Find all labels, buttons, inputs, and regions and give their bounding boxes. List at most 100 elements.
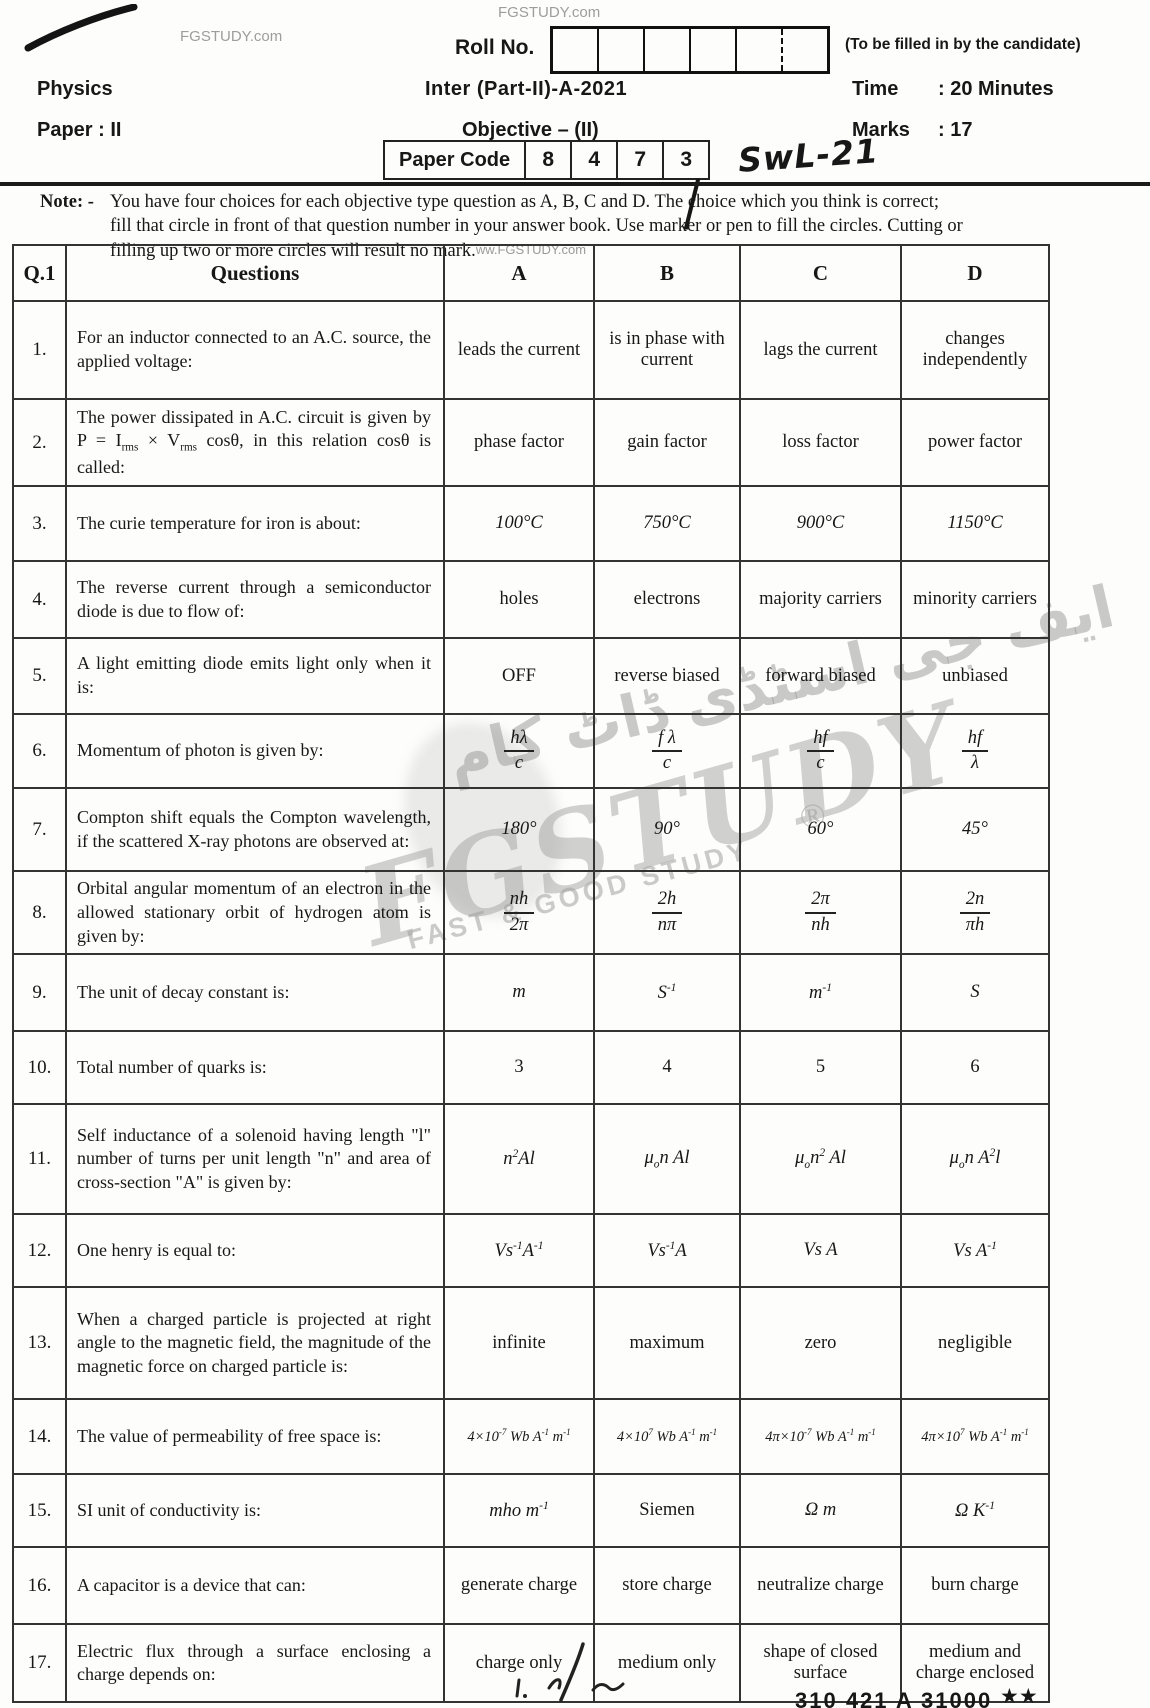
- question-row: 3. The curie temperature for iron is abou…: [12, 485, 1050, 562]
- option-d: 2n πh: [900, 869, 1050, 956]
- option-c: hf c: [739, 713, 902, 789]
- marks-label: Marks: [852, 119, 910, 141]
- question-text: The reverse current through a semiconduc…: [65, 560, 445, 639]
- option-b: is in phase with current: [593, 300, 741, 400]
- question-number: 14.: [12, 1398, 67, 1476]
- option-d: 4π×107 Wb A-1 m-1: [900, 1398, 1050, 1476]
- option-b: Vs-1A: [593, 1213, 741, 1289]
- option-b: 2h nπ: [593, 869, 741, 956]
- option-d: power factor: [900, 398, 1050, 487]
- option-c: lags the current: [739, 300, 902, 400]
- fraction: hλ c: [504, 728, 534, 775]
- paper-subtitle: Objective – (II): [462, 119, 599, 141]
- column-header-d: D: [900, 244, 1050, 302]
- table-header-row: Q.1 Questions A B C D: [12, 244, 1050, 302]
- question-text: A light emitting diode emits light only …: [65, 637, 445, 715]
- option-b: store charge: [593, 1546, 741, 1626]
- option-b: S-1: [593, 953, 741, 1033]
- option-a: hλ c: [443, 713, 595, 789]
- question-text: Self inductance of a solenoid having len…: [65, 1103, 445, 1216]
- question-row: 8. Orbital angular momentum of an electro…: [12, 869, 1050, 956]
- question-row: 9. The unit of decay constant is: m S-1 m-1 S: [12, 953, 1050, 1033]
- option-a: holes: [443, 560, 595, 639]
- question-text: For an inductor connected to an A.C. sou…: [65, 300, 445, 400]
- option-c: 2π nh: [739, 869, 902, 956]
- option-a: 100°C: [443, 485, 595, 562]
- option-c: 4π×10-7 Wb A-1 m-1: [739, 1398, 902, 1476]
- paper-code-digit: 7: [618, 140, 665, 180]
- question-number: 1.: [12, 300, 67, 400]
- question-number: 17.: [12, 1623, 67, 1704]
- question-text: Compton shift equals the Compton wavelen…: [65, 787, 445, 872]
- option-d: unbiased: [900, 637, 1050, 715]
- option-d: Vs A-1: [900, 1213, 1050, 1289]
- question-row: 7. Compton shift equals the Compton wavel…: [12, 787, 1050, 872]
- question-row: 17. Electric flux through a surface enclo…: [12, 1623, 1050, 1704]
- option-a: OFF: [443, 637, 595, 715]
- option-a: 180°: [443, 787, 595, 872]
- question-text: Orbital angular momentum of an electron …: [65, 869, 445, 956]
- paper-title: Inter (Part-II)-A-2021: [425, 78, 628, 100]
- question-number: 9.: [12, 953, 67, 1033]
- roll-no-box: [735, 29, 781, 71]
- option-d: 6: [900, 1030, 1050, 1106]
- option-d: burn charge: [900, 1546, 1050, 1626]
- option-b: 4: [593, 1030, 741, 1106]
- note-line: You have four choices for each objective…: [110, 192, 940, 212]
- option-c: majority carriers: [739, 560, 902, 639]
- question-number: 12.: [12, 1213, 67, 1289]
- column-header-qno: Q.1: [12, 244, 67, 302]
- option-b: reverse biased: [593, 637, 741, 715]
- roll-no-box: [781, 29, 827, 71]
- option-d: μon A2l: [900, 1103, 1050, 1216]
- option-d: hf λ: [900, 713, 1050, 789]
- question-number: 8.: [12, 869, 67, 956]
- question-text: When a charged particle is projected at …: [65, 1286, 445, 1401]
- footer-stars: ★★: [1000, 1684, 1038, 1708]
- option-a: phase factor: [443, 398, 595, 487]
- fraction: hf c: [807, 728, 834, 775]
- question-row: 4. The reverse current through a semicond…: [12, 560, 1050, 639]
- handwritten-paper-code: SwL-21: [736, 131, 881, 180]
- question-row: 11. Self inductance of a solenoid having …: [12, 1103, 1050, 1216]
- question-number: 15.: [12, 1473, 67, 1549]
- questions-tbody: 1. For an inductor connected to an A.C. s…: [12, 300, 1050, 1704]
- question-text: The unit of decay constant is:: [65, 953, 445, 1033]
- question-number: 13.: [12, 1286, 67, 1401]
- paper-code-digit: 4: [572, 140, 619, 180]
- paper-code-label: Paper Code: [383, 140, 527, 180]
- roll-no-box: [689, 29, 735, 71]
- question-text: SI unit of conductivity is:: [65, 1473, 445, 1549]
- question-text: Momentum of photon is given by:: [65, 713, 445, 789]
- option-b: Siemen: [593, 1473, 741, 1549]
- option-d: S: [900, 953, 1050, 1033]
- handwritten-check-slash: [24, 4, 138, 52]
- option-b: electrons: [593, 560, 741, 639]
- question-row: 13. When a charged particle is projected …: [12, 1286, 1050, 1401]
- option-c: loss factor: [739, 398, 902, 487]
- option-c: μon2 Al: [739, 1103, 902, 1216]
- option-d: changes independently: [900, 300, 1050, 400]
- option-d: 1150°C: [900, 485, 1050, 562]
- question-text: One henry is equal to:: [65, 1213, 445, 1289]
- fraction: 2h nπ: [651, 889, 683, 936]
- option-d: minority carriers: [900, 560, 1050, 639]
- handwritten-signature-scribble: [515, 1642, 625, 1702]
- option-a: 3: [443, 1030, 595, 1106]
- note-label: Note: -: [40, 192, 94, 212]
- option-c: neutralize charge: [739, 1546, 902, 1626]
- fraction: 2n πh: [959, 889, 991, 936]
- question-text: The power dissipated in A.C. circuit is …: [65, 398, 445, 487]
- option-b: gain factor: [593, 398, 741, 487]
- note-line: fill that circle in front of that questi…: [110, 216, 963, 236]
- question-number: 7.: [12, 787, 67, 872]
- fraction: 2π nh: [805, 889, 836, 936]
- question-text: The curie temperature for iron is about:: [65, 485, 445, 562]
- footer-print-code: 310 421 A 31000: [795, 1688, 993, 1708]
- option-b: 90°: [593, 787, 741, 872]
- roll-no-fill-note: (To be filled in by the candidate): [845, 36, 1081, 53]
- question-number: 4.: [12, 560, 67, 639]
